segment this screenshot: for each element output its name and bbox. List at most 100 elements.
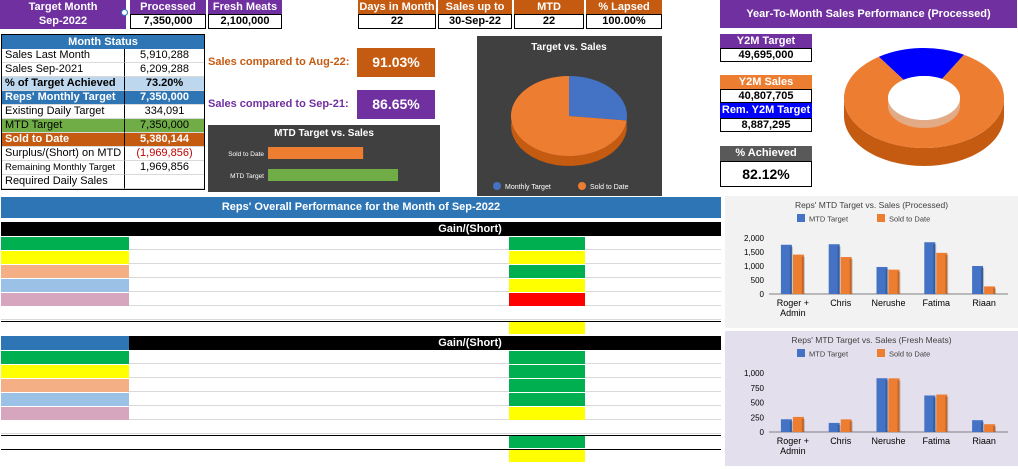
bar [840,419,852,432]
target-vs-sales-chart: Target vs. Sales Monthly Target Sold to Da… [477,36,662,196]
bar [792,416,804,432]
subtotal-cell [654,435,721,448]
legend-label: Monthly Target [505,184,551,191]
rem-y2m-target-label: Rem. Y2M Target [720,103,812,118]
table-cell [585,293,654,306]
chart-title: Reps' MTD Target vs. Sales (Fresh Meats) [791,335,951,345]
table-cell [431,293,509,306]
rep-name-cell [1,421,129,434]
table-cell [509,279,585,292]
bar [780,419,792,432]
table-cell [283,351,356,364]
lapsed-label: % Lapsed [586,0,662,14]
processed-value: 7,350,000 [130,14,206,29]
table-cell [356,407,431,420]
legend-swatch [877,349,885,357]
bar-shade [789,246,793,294]
table-cell [509,265,585,278]
table-cell [283,279,356,292]
subtotal-cell [509,321,585,334]
table-row [1,250,721,264]
table-cell [431,237,509,250]
table-cell [654,251,721,264]
chart-title: MTD Target vs. Sales [274,128,374,139]
table-row [1,292,721,306]
table-cell [283,365,356,378]
rep-name-cell [1,407,129,420]
table-cell [654,407,721,420]
table-cell [509,293,585,306]
subtotal-cell [654,321,721,334]
bar-shade [993,288,997,294]
bar-shade [897,380,901,432]
table-header-cell [356,222,431,236]
table-cell [356,365,431,378]
table-cell [585,251,654,264]
table-cell [585,265,654,278]
table-cell [356,351,431,364]
bar-shade [981,268,985,294]
x-category-label: Chris [830,298,852,308]
bar-shade [945,396,949,432]
ytm-title: Year-To-Month Sales Performance (Process… [720,0,1017,28]
subtotal-cell [431,321,509,334]
table-header-cell [654,336,721,350]
bar [936,252,948,294]
table-row [1,236,721,250]
bar-shade [885,268,889,294]
bar-shade [993,426,997,432]
table-header-cell [283,336,356,350]
month-status-value: 7,350,000 [124,119,204,133]
table-header-cell: Gain/(Short) [431,222,509,236]
y2m-target-value: 49,695,000 [720,48,812,62]
bar-category-label: Sold to Date [228,151,264,158]
table-cell [283,307,356,320]
bar-shade [837,246,841,294]
x-category-label: Fatima [923,436,951,446]
table-row [1,264,721,278]
achieved-label: % Achieved [720,146,812,161]
x-category-label: Riaan [972,436,996,446]
legend-label: Sold to Date [590,184,629,191]
table-cell [202,307,283,320]
chart-title: Target vs. Sales [531,42,607,53]
bar [936,394,948,432]
days-in-month-label: Days in Month [358,0,436,14]
y-tick-label: 750 [751,384,765,393]
target-month-label: Target Month [0,0,126,14]
table-header-cell: Gain/(Short) [431,336,509,350]
table-cell [585,407,654,420]
lapsed-value: 100.00% [586,14,662,29]
sales-up-to-label: Sales up to [438,0,512,14]
y-tick-label: 1,000 [744,262,765,271]
table-cell [585,421,654,434]
y2m-sales-value: 40,807,705 [720,89,812,103]
bar-shade [801,256,805,294]
subtotal-cell [202,435,283,448]
table-cell [431,393,509,406]
month-status-title: Month Status [2,35,204,49]
table-cell [654,393,721,406]
table-cell [202,379,283,392]
legend-label: Sold to Date [889,350,930,359]
table-cell [431,279,509,292]
legend-label: Sold to Date [889,215,930,224]
processed-table: Gain/(Short) [1,222,721,336]
achieved-value: 82.12% [720,161,812,187]
month-status-value: 73.20% [124,77,204,91]
y-tick-label: 250 [751,413,765,422]
bar [840,257,852,294]
table-cell [356,393,431,406]
month-status-label: Sales Sep-2021 [2,63,124,77]
reps-performance-title: Reps' Overall Performance for the Month … [1,197,721,218]
x-category-label: Nerushe [871,436,905,446]
table-cell [202,237,283,250]
fresh-meats-value: 2,100,000 [208,14,282,29]
target-month-dropdown-handle[interactable] [121,9,128,16]
target-month-value[interactable]: Sep-2022 [0,14,126,29]
table-cell [129,365,202,378]
grand-total-cell [356,449,431,462]
month-status-label: Remaining Monthly Target [2,161,124,175]
bar [268,169,398,181]
rep-name-cell [1,351,129,364]
